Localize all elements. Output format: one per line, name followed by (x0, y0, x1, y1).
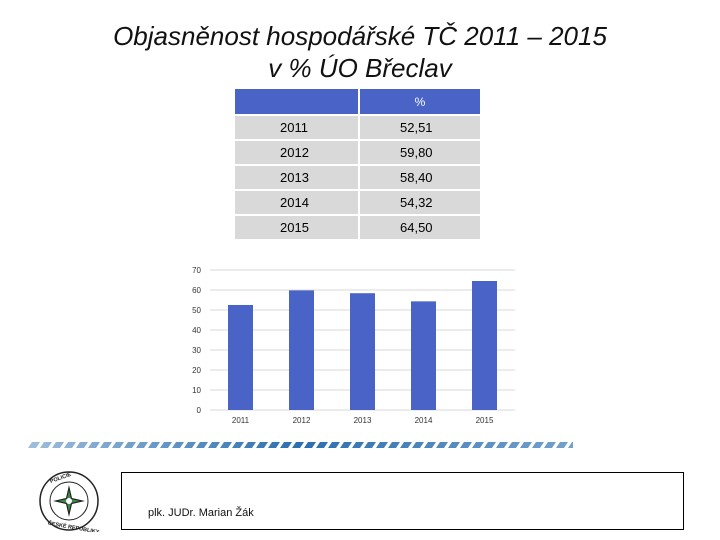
table-cell-value: 64,50 (359, 215, 480, 241)
x-tick-label: 2014 (415, 416, 433, 425)
data-table: % 2011 52,51 2012 59,80 2013 58,40 2014 … (235, 89, 480, 241)
bar (411, 301, 436, 410)
table-cell-value: 54,32 (359, 190, 480, 216)
x-tick-label: 2015 (476, 416, 494, 425)
svg-text:ČESKÉ REPUBLIKY: ČESKÉ REPUBLIKY (47, 519, 100, 532)
table-row: 2014 54,32 (235, 190, 480, 216)
table-cell-value: 58,40 (359, 165, 480, 191)
footer-box: plk. JUDr. Marian Žák (121, 472, 684, 530)
bar (228, 304, 253, 410)
table-header-year (235, 89, 360, 116)
bar (289, 290, 314, 410)
table-header-row: % (235, 89, 480, 116)
y-tick-label: 70 (192, 266, 201, 275)
police-logo: POLICIE ČESKÉ REPUBLIKY (39, 471, 100, 532)
y-tick-label: 20 (192, 366, 201, 375)
table-cell-value: 59,80 (359, 140, 480, 166)
slide-title: Objasněnost hospodářské TČ 2011 – 2015 v… (0, 20, 720, 84)
bar-chart: 0 10 20 30 40 50 60 70 2011 2012 2013 2014 2015 (192, 266, 515, 425)
table-row: 2011 52,51 (235, 115, 480, 141)
x-tick-label: 2012 (293, 416, 311, 425)
table-cell-value: 52,51 (359, 115, 480, 141)
table-cell-year: 2014 (235, 190, 360, 216)
y-tick-label: 50 (192, 306, 201, 315)
table-row: 2012 59,80 (235, 140, 480, 166)
decorative-stripe (28, 442, 573, 448)
table-row: 2015 64,50 (235, 215, 480, 241)
y-tick-label: 10 (192, 386, 201, 395)
bar (350, 293, 375, 410)
y-tick-label: 40 (192, 326, 201, 335)
table-cell-year: 2011 (235, 115, 360, 141)
y-tick-label: 0 (197, 406, 202, 415)
bar (472, 281, 497, 410)
y-tick-label: 30 (192, 346, 201, 355)
table-cell-year: 2013 (235, 165, 360, 191)
table-header-percent: % (359, 89, 480, 116)
x-tick-label: 2013 (354, 416, 372, 425)
table-cell-year: 2015 (235, 215, 360, 241)
author-name: plk. JUDr. Marian Žák (148, 507, 254, 519)
table-cell-year: 2012 (235, 140, 360, 166)
x-tick-label: 2011 (232, 416, 250, 425)
title-line-1: Objasněnost hospodářské TČ 2011 – 2015 (113, 21, 607, 51)
table-row: 2013 58,40 (235, 165, 480, 191)
title-line-2: v % ÚO Břeclav (268, 53, 452, 83)
y-tick-label: 60 (192, 286, 201, 295)
